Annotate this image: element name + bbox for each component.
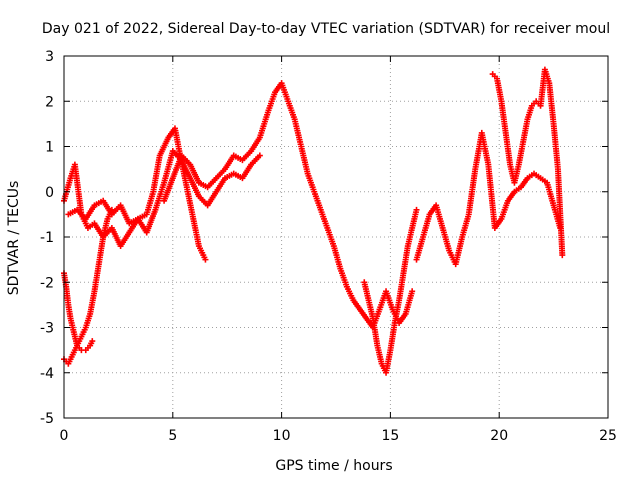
x-tick-label: 0 xyxy=(60,428,69,444)
y-axis-label: SDTVAR / TECUs xyxy=(6,181,22,296)
x-tick-label: 20 xyxy=(490,428,508,444)
y-tick-label: 2 xyxy=(45,94,54,110)
x-tick-label: 15 xyxy=(381,428,399,444)
y-tick-label: 1 xyxy=(45,140,54,156)
y-axis-ticks: -5 -4 -3 -2 -1 0 1 2 3 xyxy=(40,49,608,427)
series-track-h xyxy=(65,148,263,236)
x-tick-label: 5 xyxy=(168,428,177,444)
chart-title: Day 021 of 2022, Sidereal Day-to-day VTE… xyxy=(42,21,610,37)
data-point-marker xyxy=(256,152,263,159)
series-track-a xyxy=(61,125,209,263)
y-tick-label: -4 xyxy=(40,366,54,382)
grid-lines xyxy=(64,56,608,418)
data-point-marker xyxy=(559,252,566,259)
x-tick-label: 25 xyxy=(599,428,617,444)
y-tick-label: 0 xyxy=(45,185,54,201)
series-track-c xyxy=(61,206,115,367)
x-axis-label: GPS time / hours xyxy=(275,458,392,474)
data-point-marker xyxy=(202,256,209,263)
series-track-d xyxy=(161,80,416,331)
y-tick-label: -2 xyxy=(40,275,54,291)
y-tick-label: -1 xyxy=(40,230,54,246)
y-tick-label: -3 xyxy=(40,321,54,337)
x-axis-ticks: 0 5 10 15 20 25 xyxy=(60,56,617,444)
y-tick-label: -5 xyxy=(40,411,54,427)
data-point-marker xyxy=(89,338,96,345)
scatter-points xyxy=(61,66,566,376)
series-track-e xyxy=(361,206,420,376)
series-track-g xyxy=(489,66,566,259)
series-track-f xyxy=(413,129,564,268)
data-point-marker xyxy=(409,288,416,295)
data-point-marker xyxy=(413,206,420,213)
y-tick-label: 3 xyxy=(45,49,54,65)
x-tick-label: 10 xyxy=(273,428,291,444)
